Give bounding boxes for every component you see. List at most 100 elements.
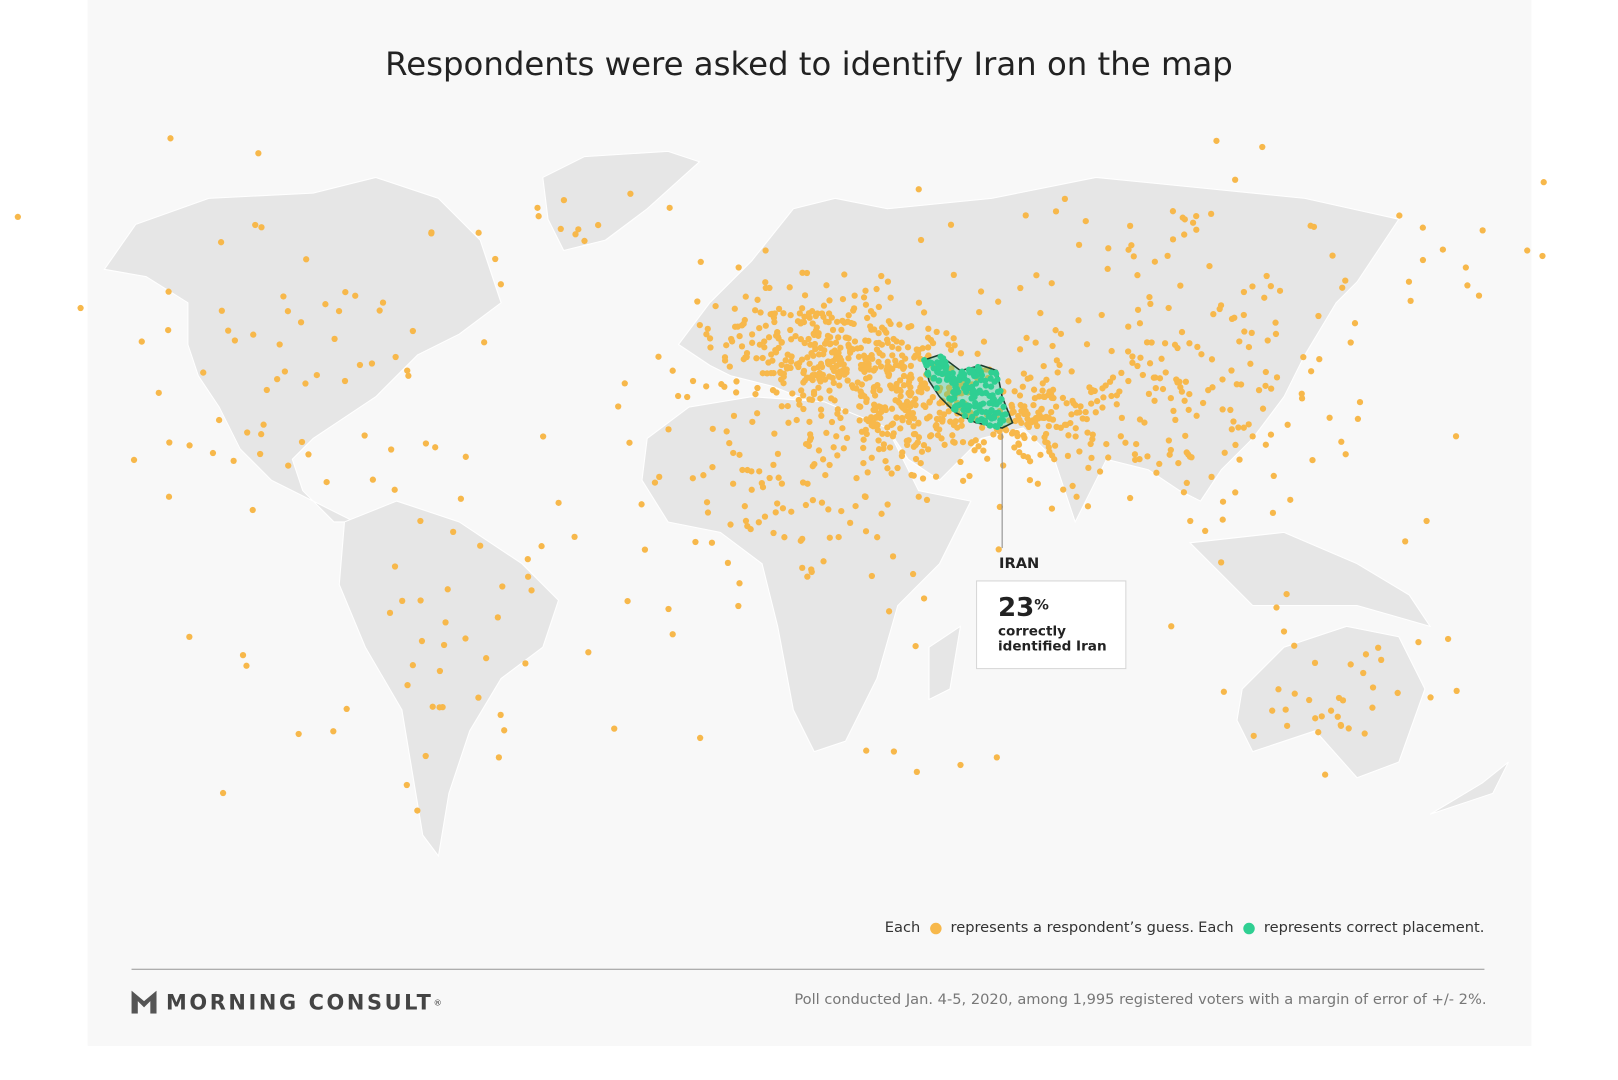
dot [943,330,950,337]
dot [1076,448,1083,455]
dot [749,418,756,425]
dot [1116,388,1123,395]
dot [457,495,465,502]
dot [774,500,781,507]
dot [980,447,987,454]
dot [1089,431,1096,438]
dot [1247,360,1254,367]
dot [878,324,886,331]
dot [906,392,914,399]
dot [501,727,508,734]
dot [403,781,410,789]
dot [703,499,711,506]
dot [1375,644,1382,651]
dot [706,335,714,342]
dot [1063,400,1070,407]
dot [1219,498,1227,505]
dot [418,637,426,645]
dot [276,341,283,348]
dot [829,374,836,382]
dot [780,310,787,317]
dot [748,486,755,493]
dot [1068,368,1075,375]
dot [922,403,929,411]
dot [821,347,828,354]
dot [522,660,529,667]
dot [1021,403,1028,410]
dot [1345,725,1352,732]
dot [888,421,895,429]
dot [897,377,904,384]
dot [841,371,848,378]
dot [1267,431,1275,438]
dot [869,355,876,362]
dot [806,437,814,444]
dot [1118,414,1126,422]
dot [1026,458,1034,465]
logo-mark [131,990,157,1014]
dot [1072,433,1079,440]
dot [803,269,811,277]
dot [990,431,997,438]
dot [763,370,771,377]
dot [915,346,922,354]
dot [376,307,383,314]
dot [787,326,794,334]
dot [882,457,889,465]
dot [817,395,824,402]
dot [925,352,932,359]
dot [781,534,788,541]
dot [1100,394,1107,401]
dot [1259,143,1266,151]
dot [1342,277,1349,284]
callout-text: correctly identified Iran [998,625,1125,654]
dot [890,748,898,755]
dot [1145,390,1153,397]
dot [922,359,929,366]
dot [1250,732,1257,739]
dot [1219,376,1226,383]
dot [828,418,836,426]
dot [872,414,880,421]
dot [284,308,292,315]
dot [768,351,775,358]
dot [792,333,799,340]
dot [1126,222,1134,230]
dot [896,321,903,328]
dot [950,271,957,278]
dot [1105,245,1112,252]
dot [1199,399,1207,407]
dot [697,258,704,266]
dot [935,369,943,376]
dot [928,359,935,367]
dot [936,409,943,416]
dot [697,734,704,742]
dot [1241,328,1248,335]
dot [900,365,907,372]
dot [952,418,959,425]
dot [1067,419,1074,427]
dot [1232,489,1239,496]
dot [1394,689,1401,697]
dot [817,378,824,385]
dot [909,570,917,578]
dot [230,457,237,465]
dot [704,509,712,516]
dot [961,385,968,392]
dot [450,528,457,535]
dot [889,365,896,372]
dot [1039,380,1046,387]
dot [1073,409,1081,416]
dot [923,496,931,504]
dot [225,327,232,334]
dot [186,442,193,449]
dot [933,328,940,335]
dot [893,382,900,390]
dot [1315,729,1322,736]
greenland [542,150,701,252]
dot [806,418,813,425]
dot [1010,408,1017,415]
dot [817,406,825,413]
dot [871,401,878,408]
dot [1231,314,1238,321]
